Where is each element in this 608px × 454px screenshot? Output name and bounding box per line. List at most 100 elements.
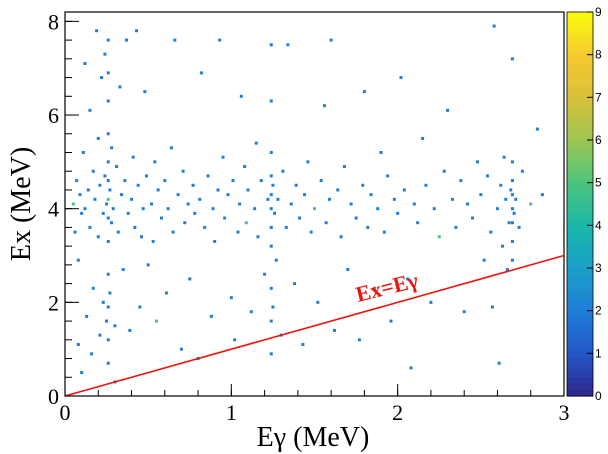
event-point [386, 174, 390, 178]
event-point [83, 62, 87, 66]
event-point [362, 90, 366, 94]
event-point [153, 160, 157, 164]
event-point [100, 76, 104, 80]
colorbar-segment [567, 114, 593, 122]
event-point [269, 352, 273, 356]
colorbar-segment [567, 172, 593, 179]
event-point [266, 197, 270, 201]
colorbar-tick-label: 1 [595, 346, 602, 360]
event-point [517, 225, 521, 229]
event-markers [71, 24, 544, 384]
event-point [206, 174, 210, 178]
colorbar-segment [567, 76, 593, 83]
event-point [198, 197, 202, 201]
event-point [269, 43, 273, 47]
event-point [213, 239, 217, 243]
event-point [80, 211, 84, 215]
event-point [372, 286, 376, 290]
colorbar-segment [567, 133, 593, 141]
colorbar-segment [567, 357, 593, 365]
colorbar-segment [567, 255, 593, 263]
event-point [510, 207, 514, 211]
event-point [118, 85, 122, 89]
event-point [329, 38, 333, 42]
colorbar-segment [567, 165, 593, 173]
event-point [233, 338, 237, 342]
event-point [141, 207, 145, 211]
event-point [181, 169, 185, 173]
event-point [346, 268, 350, 272]
event-point [106, 216, 110, 220]
event-point [103, 52, 107, 56]
event-point [490, 305, 494, 309]
event-point [446, 108, 450, 112]
colorbar-segment [567, 364, 593, 371]
event-point [424, 183, 428, 187]
colorbar-segment [567, 293, 593, 301]
event-point [188, 277, 192, 281]
event-point [369, 193, 373, 197]
event-point [203, 225, 207, 229]
event-point [151, 239, 155, 243]
colorbar-segment [567, 12, 593, 19]
event-point [432, 207, 436, 211]
event-point [164, 291, 168, 295]
event-point [376, 207, 380, 211]
colorbar-segment [567, 197, 593, 205]
event-point [303, 193, 307, 197]
event-point [110, 221, 114, 225]
y-tick-label: 4 [48, 197, 59, 222]
event-point [332, 328, 336, 332]
event-point [349, 202, 353, 206]
event-point [482, 258, 486, 262]
event-point [306, 160, 310, 164]
event-point [502, 155, 506, 159]
colorbar-segment [567, 332, 593, 339]
event-point [485, 174, 489, 178]
event-point [106, 338, 110, 342]
colorbar-tick-label: 9 [595, 5, 602, 19]
event-point [507, 221, 511, 225]
event-point [149, 202, 153, 206]
colorbar-segment [567, 280, 593, 288]
colorbar-segment [567, 56, 593, 64]
event-point [259, 179, 263, 183]
colorbar-segment [567, 159, 593, 167]
colorbar-segment [567, 101, 593, 109]
event-point [88, 225, 92, 229]
event-point [95, 29, 99, 33]
colorbar-segment [567, 325, 593, 333]
event-point [209, 314, 213, 318]
event-point [269, 244, 273, 248]
colorbar-segment [567, 152, 593, 160]
colorbar-segment [567, 178, 593, 186]
event-point [98, 333, 102, 337]
colorbar-segment [567, 383, 593, 391]
event-point [269, 319, 273, 323]
event-point [495, 207, 499, 211]
x-tick-label: 3 [559, 400, 570, 425]
event-point [324, 221, 328, 225]
event-point [176, 193, 180, 197]
event-point [301, 342, 305, 346]
y-axis: 0 2 4 6 8 [48, 9, 79, 409]
event-point [108, 291, 112, 295]
event-point [80, 371, 84, 375]
event-point [406, 277, 410, 281]
event-point [130, 197, 134, 201]
event-point [510, 221, 514, 225]
event-point [510, 179, 514, 183]
event-point [293, 282, 297, 286]
event-point [231, 179, 235, 183]
colorbar-segment [567, 63, 593, 71]
event-point [115, 165, 119, 169]
event-point [466, 202, 470, 206]
event-point [243, 165, 247, 169]
event-point [146, 263, 150, 267]
colorbar-tick-label: 4 [595, 218, 602, 232]
colorbar-segment [567, 18, 593, 26]
event-point [171, 230, 175, 234]
colorbar-tick-label: 7 [595, 90, 602, 104]
event-point [322, 104, 326, 108]
x-axis-title: Eγ (MeV) [257, 422, 370, 453]
